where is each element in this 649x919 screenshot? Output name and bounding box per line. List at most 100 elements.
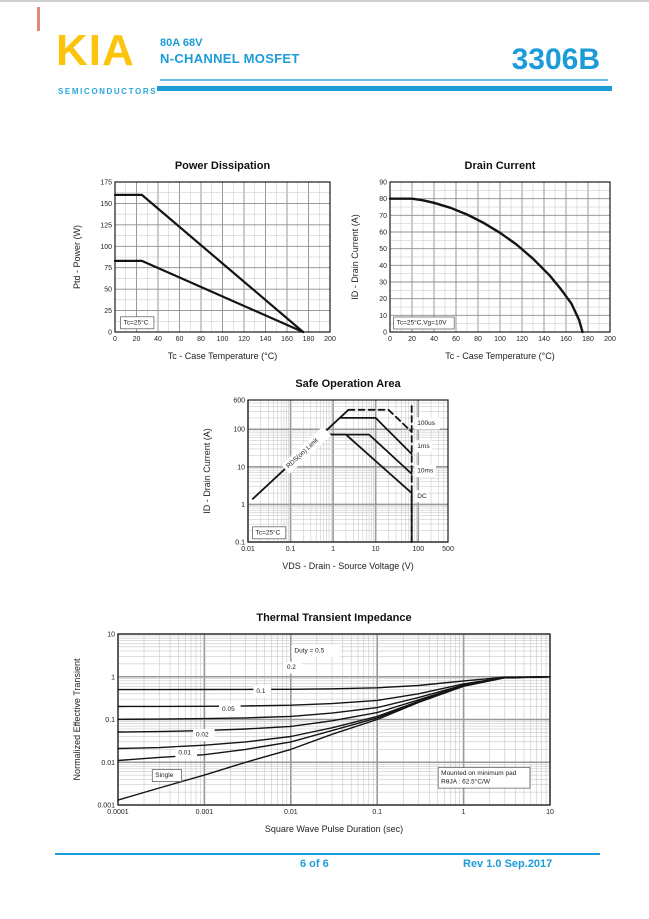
svg-text:50: 50 [104,287,112,294]
svg-text:125: 125 [100,222,112,229]
svg-text:Tc - Case Temperature (°C): Tc - Case Temperature (°C) [168,351,277,361]
svg-text:0: 0 [388,336,392,343]
svg-text:0: 0 [383,330,387,337]
svg-text:10ms: 10ms [417,468,434,475]
svg-text:0.1: 0.1 [372,809,382,816]
revision: Rev 1.0 Sep.2017 [463,858,553,870]
svg-text:20: 20 [133,336,141,343]
svg-text:100: 100 [494,336,506,343]
thermal-transient-impedance-chart: 0.0001 0.001 0.01 0.1 1 100.0010.010.1110Ther… [72,612,554,834]
svg-text:0.01: 0.01 [284,809,298,816]
svg-text:100: 100 [233,427,245,434]
svg-text:40: 40 [154,336,162,343]
svg-text:Safe Operation Area: Safe Operation Area [295,378,401,390]
part-rating: 80A 68V [160,37,203,49]
svg-text:160: 160 [281,336,293,343]
svg-text:0.0001: 0.0001 [107,809,129,816]
svg-text:VDS - Drain - Source Voltage (: VDS - Drain - Source Voltage (V) [282,561,414,571]
svg-text:Duty = 0.5: Duty = 0.5 [294,647,324,654]
drain-current-chart: 0 20 40 60 80 100 120 140 160 180 200 0 10 20 30 40 50 60… [350,160,616,361]
svg-text:100: 100 [100,244,112,251]
svg-text:ID - Drain Current (A): ID - Drain Current (A) [202,428,212,514]
svg-text:Tc=25°C: Tc=25°C [255,528,280,536]
svg-text:Tc - Case Temperature (°C): Tc - Case Temperature (°C) [445,351,554,361]
svg-text:75: 75 [104,265,112,272]
svg-text:175: 175 [100,180,112,187]
svg-text:0.01: 0.01 [178,750,191,757]
svg-text:200: 200 [324,336,336,343]
svg-text:20: 20 [408,336,416,343]
power-dissipation-chart: 0 20 40 60 80 100 120 140 160 180 200 0 25 50 75 100 125… [72,160,336,361]
svg-text:60: 60 [452,336,460,343]
svg-text:0.1: 0.1 [235,540,245,547]
svg-text:70: 70 [379,213,387,220]
svg-text:1: 1 [331,546,335,553]
svg-text:Thermal Transient Impedance: Thermal Transient Impedance [256,612,411,624]
svg-text:Ptd - Power (W): Ptd - Power (W) [72,225,82,289]
page-number: 6 of 6 [300,858,329,870]
logo-subtitle: SEMICONDUCTORS [58,87,158,96]
svg-text:500: 500 [442,546,454,553]
svg-text:ID - Drain Current (A): ID - Drain Current (A) [350,214,360,300]
svg-text:10: 10 [546,809,554,816]
svg-text:80: 80 [197,336,205,343]
svg-text:20: 20 [379,296,387,303]
svg-text:Square Wave Pulse Duration (se: Square Wave Pulse Duration (sec) [265,824,403,834]
svg-text:60: 60 [176,336,184,343]
svg-text:1: 1 [241,502,245,509]
svg-text:600: 600 [233,398,245,405]
svg-text:180: 180 [303,336,315,343]
svg-text:Drain Current: Drain Current [465,160,536,172]
svg-text:RθJA : 62.5°C/W: RθJA : 62.5°C/W [441,778,491,786]
svg-text:10: 10 [379,313,387,320]
svg-text:80: 80 [379,196,387,203]
part-number: 3306B [511,43,600,76]
svg-text:Single: Single [155,772,173,779]
svg-text:Tc=25°C: Tc=25°C [124,318,149,326]
svg-text:180: 180 [582,336,594,343]
svg-text:140: 140 [538,336,550,343]
svg-text:Mounted on minimum pad: Mounted on minimum pad [441,770,517,777]
svg-text:50: 50 [379,246,387,253]
scan-artifact [37,7,40,31]
svg-text:0.2: 0.2 [287,664,296,671]
svg-text:120: 120 [516,336,528,343]
svg-text:0.001: 0.001 [97,803,115,810]
svg-text:10: 10 [237,464,245,471]
svg-text:80: 80 [474,336,482,343]
svg-text:200: 200 [604,336,616,343]
svg-text:160: 160 [560,336,572,343]
svg-text:Normalized Effective Transient: Normalized Effective Transient [72,658,82,780]
svg-text:100: 100 [412,546,424,553]
svg-text:0: 0 [113,336,117,343]
svg-text:10: 10 [372,546,380,553]
header-rule-thin [160,79,608,81]
svg-text:0.02: 0.02 [196,732,209,739]
part-type: N-CHANNEL MOSFET [160,51,300,66]
header-rule-thick [157,86,612,91]
svg-text:1: 1 [462,809,466,816]
svg-text:10: 10 [107,632,115,639]
svg-text:0.01: 0.01 [241,546,255,553]
svg-text:0.1: 0.1 [286,546,296,553]
svg-text:1: 1 [111,674,115,681]
svg-text:DC: DC [417,493,427,500]
svg-text:100: 100 [217,336,229,343]
svg-text:40: 40 [379,263,387,270]
svg-text:0.1: 0.1 [105,717,115,724]
svg-text:100us: 100us [417,420,435,427]
svg-text:0.05: 0.05 [222,706,235,713]
svg-text:25: 25 [104,308,112,315]
svg-text:140: 140 [260,336,272,343]
svg-text:0.1: 0.1 [256,688,265,695]
svg-text:Power Dissipation: Power Dissipation [175,160,271,172]
footer-rule [55,853,600,855]
svg-text:40: 40 [430,336,438,343]
svg-text:Tc=25°C,Vg=10V: Tc=25°C,Vg=10V [397,319,448,327]
svg-text:0: 0 [108,330,112,337]
svg-text:90: 90 [379,180,387,187]
svg-text:1ms: 1ms [417,443,430,450]
svg-text:0.01: 0.01 [101,760,115,767]
